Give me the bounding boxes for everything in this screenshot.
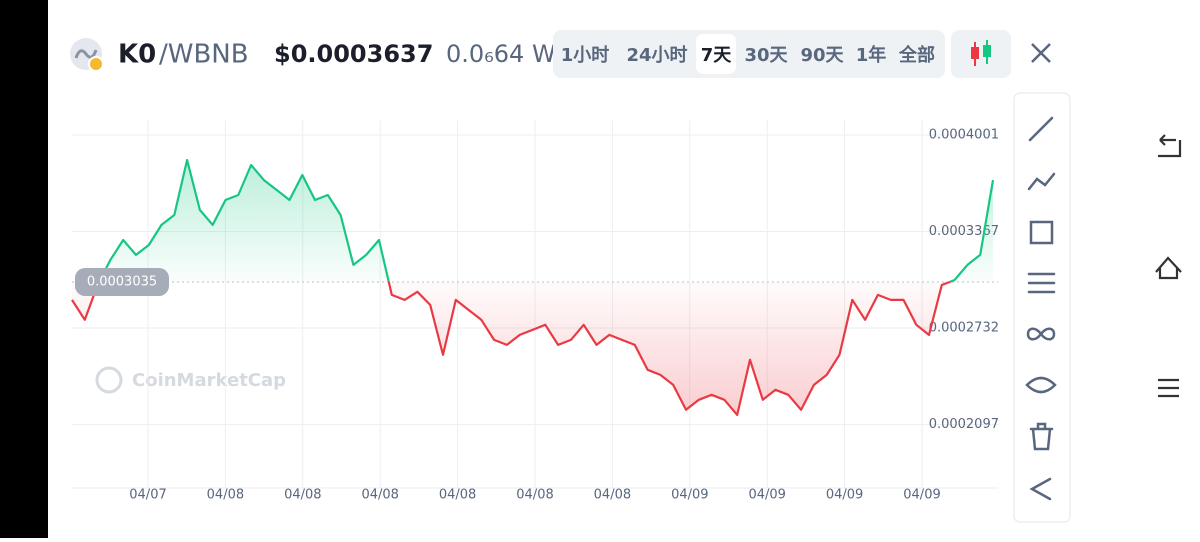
rectangle-tool[interactable]: [1029, 220, 1054, 245]
chart-type-button[interactable]: [951, 30, 1011, 78]
candle-icon: [983, 45, 991, 57]
price: $0.0003637: [274, 40, 433, 68]
range-tab[interactable]: 1年: [856, 44, 887, 66]
x-tick-label: 04/08: [594, 488, 631, 503]
range-tabs: [553, 30, 945, 78]
polyline-tool[interactable]: [1027, 172, 1056, 191]
pair-base: K0: [118, 40, 156, 70]
watermark-logo: [95, 366, 123, 394]
y-tick-label: 0.0002097: [929, 417, 999, 432]
visibility-tool[interactable]: [1025, 376, 1057, 394]
delete-tool[interactable]: [1029, 422, 1054, 451]
x-tick-label: 04/09: [748, 488, 785, 503]
selected-tab: [696, 34, 736, 74]
y-tick-label: 0.0004001: [929, 128, 999, 143]
x-tick-label: 04/09: [903, 488, 940, 503]
trend-line-tool[interactable]: [1028, 116, 1054, 142]
nav-menu[interactable]: [1158, 378, 1179, 398]
pair-quote: /WBNB: [159, 40, 249, 70]
x-tick-label: 04/09: [826, 488, 863, 503]
x-tick-label: 04/08: [284, 488, 321, 503]
range-tab[interactable]: 全部: [898, 44, 935, 66]
tab-group: 1小时 24小时 7天 30天 90天 1年 全部: [561, 34, 935, 74]
range-tab[interactable]: 30天: [744, 45, 788, 66]
range-tab[interactable]: 7天: [701, 45, 733, 66]
y-tick-label: 0.0003367: [929, 224, 999, 239]
range-tab[interactable]: 90天: [800, 45, 844, 66]
x-tick-label: 04/08: [516, 488, 553, 503]
y-tick-label: 0.0002732: [929, 321, 999, 336]
x-tick-label: 04/07: [129, 488, 166, 503]
nav-home[interactable]: [1155, 256, 1182, 280]
header: K0 /WBNB $0.0003637 0.0₆64 W: [118, 40, 556, 70]
candle-icon: [971, 47, 979, 59]
baseline-label-bg: [75, 267, 169, 296]
change: 0.0₆64 W: [446, 40, 556, 68]
chart: CoinMarketCap 04/07 04/08 04/08 04/08 04/08 04…: [71, 120, 999, 503]
left-bezel: [0, 0, 48, 538]
share-tool[interactable]: [1029, 477, 1052, 501]
x-tick-label: 04/09: [671, 488, 708, 503]
x-tick-label: 04/08: [207, 488, 244, 503]
nav-back[interactable]: [1158, 134, 1182, 158]
logo-mark: [74, 49, 98, 59]
chain-badge: [88, 56, 104, 72]
range-tab[interactable]: 1小时: [561, 45, 610, 66]
watermark: CoinMarketCap: [132, 370, 286, 391]
range-tab[interactable]: 24小时: [626, 45, 687, 66]
baseline-label: 0.0003035: [87, 274, 157, 289]
close-button[interactable]: [1031, 43, 1051, 63]
measure-tool[interactable]: [1026, 327, 1056, 341]
drawing-toolbar: [1013, 92, 1071, 523]
price-line: [71, 158, 995, 416]
price-area: [72, 160, 993, 415]
fib-tool[interactable]: [1027, 272, 1056, 294]
x-tick-label: 04/08: [439, 488, 476, 503]
x-tick-label: 04/08: [361, 488, 398, 503]
